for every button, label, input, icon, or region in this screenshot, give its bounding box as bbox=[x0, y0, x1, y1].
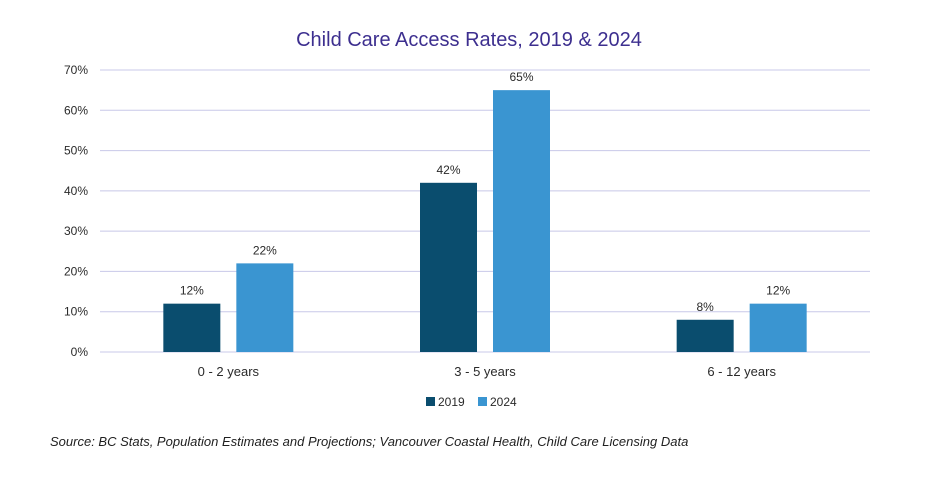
bars bbox=[163, 90, 807, 353]
y-tick-label: 50% bbox=[64, 144, 88, 158]
data-label: 65% bbox=[509, 70, 533, 84]
legend-label: 2019 bbox=[438, 395, 465, 409]
x-tick-label: 3 - 5 years bbox=[454, 364, 516, 379]
y-tick-label: 10% bbox=[64, 305, 88, 319]
bar-2019-1 bbox=[420, 182, 477, 352]
data-label: 12% bbox=[766, 284, 790, 298]
bar-2024-2 bbox=[749, 303, 807, 352]
x-axis-ticks: 0 - 2 years 3 - 5 years 6 - 12 years bbox=[198, 364, 777, 379]
y-tick-label: 30% bbox=[64, 224, 88, 238]
legend-swatch-2024 bbox=[478, 397, 487, 406]
data-label: 22% bbox=[253, 243, 277, 257]
y-tick-label: 0% bbox=[71, 345, 89, 359]
bar-2019-0 bbox=[163, 303, 221, 352]
legend: 2019 2024 bbox=[426, 395, 517, 409]
bar-2024-1 bbox=[493, 90, 550, 353]
data-labels: 12% 22% 42% 65% 8% 12% bbox=[180, 70, 791, 314]
y-tick-label: 20% bbox=[64, 264, 88, 278]
y-tick-label: 70% bbox=[64, 63, 88, 77]
data-label: 12% bbox=[180, 284, 204, 298]
gridlines bbox=[100, 69, 870, 353]
data-label: 8% bbox=[696, 300, 714, 314]
x-tick-label: 0 - 2 years bbox=[198, 364, 260, 379]
legend-swatch-2019 bbox=[426, 397, 435, 406]
bar-2019-2 bbox=[676, 319, 734, 352]
data-label: 42% bbox=[436, 163, 460, 177]
source-note: Source: BC Stats, Population Estimates a… bbox=[50, 434, 689, 449]
y-tick-label: 60% bbox=[64, 103, 88, 117]
y-axis-ticks: 0% 10% 20% 30% 40% 50% 60% 70% bbox=[64, 63, 88, 359]
legend-label: 2024 bbox=[490, 395, 517, 409]
chart-title: Child Care Access Rates, 2019 & 2024 bbox=[296, 29, 642, 51]
y-tick-label: 40% bbox=[64, 184, 88, 198]
bar-2024-0 bbox=[236, 263, 294, 352]
x-tick-label: 6 - 12 years bbox=[707, 364, 776, 379]
